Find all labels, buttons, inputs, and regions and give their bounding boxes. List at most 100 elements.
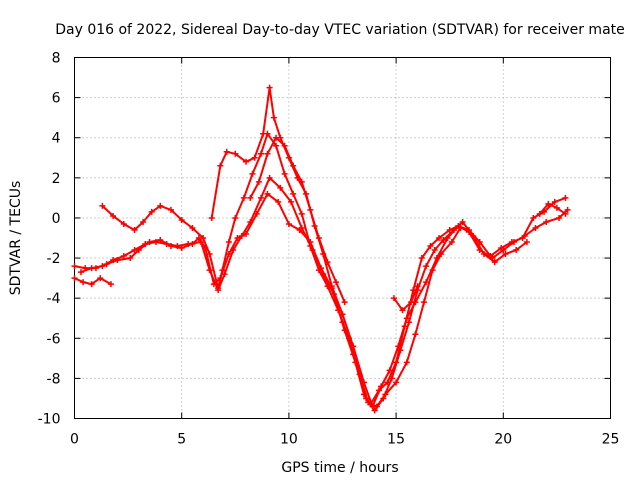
series-line <box>249 136 346 303</box>
data-point <box>120 220 127 227</box>
data-point <box>215 285 222 292</box>
data-point <box>536 210 543 217</box>
data-point <box>107 281 114 288</box>
axis-ticks <box>74 57 611 419</box>
data-point <box>350 343 357 350</box>
data-point <box>371 407 378 414</box>
data-point <box>217 162 224 169</box>
data-point <box>543 218 550 225</box>
data-point <box>427 243 434 250</box>
data-point <box>393 379 400 386</box>
data-point <box>157 202 164 209</box>
x-tick-label: 10 <box>280 432 298 448</box>
data-point <box>127 255 134 262</box>
data-point <box>197 239 204 246</box>
data-point <box>414 283 421 290</box>
data-point <box>140 218 147 225</box>
series-6 <box>247 134 348 306</box>
series-7 <box>390 283 421 314</box>
data-point <box>232 214 239 221</box>
data-point <box>208 214 215 221</box>
data-point <box>386 367 393 374</box>
data-point <box>556 214 563 221</box>
data-point <box>251 154 258 161</box>
y-tick-label: 8 <box>52 51 61 67</box>
data-point <box>71 275 78 282</box>
y-tick-label: 0 <box>52 211 61 227</box>
data-point <box>225 239 232 246</box>
data-point <box>273 134 280 141</box>
data-point <box>189 224 196 231</box>
data-point <box>88 265 95 272</box>
data-point <box>290 162 297 169</box>
data-point <box>206 267 213 274</box>
data-point <box>315 235 322 241</box>
data-point <box>513 247 520 254</box>
data-point <box>167 206 174 213</box>
data-point <box>200 235 207 241</box>
data-point <box>444 235 451 241</box>
series-4 <box>99 130 464 410</box>
data-point <box>433 255 440 262</box>
data-point <box>333 279 340 286</box>
data-point <box>440 237 447 244</box>
data-point <box>298 178 305 185</box>
data-point <box>390 295 397 302</box>
data-point <box>341 299 348 306</box>
data-point <box>459 218 466 225</box>
data-point <box>77 269 84 276</box>
data-point <box>97 275 104 282</box>
y-tick-label: -2 <box>47 251 61 267</box>
data-point <box>360 379 367 386</box>
data-point <box>491 259 498 266</box>
data-point <box>240 194 247 201</box>
data-point <box>324 259 331 266</box>
data-point <box>298 210 305 217</box>
data-point <box>307 243 314 250</box>
data-point <box>174 243 181 250</box>
data-point <box>266 84 273 91</box>
data-point <box>266 174 273 181</box>
data-point <box>275 198 282 205</box>
data-point <box>258 150 265 157</box>
series-line <box>80 176 528 412</box>
data-point <box>281 170 288 177</box>
data-point <box>448 239 455 246</box>
x-tick-label: 0 <box>70 432 79 448</box>
data-point <box>142 241 149 248</box>
data-point <box>230 247 237 254</box>
data-point <box>110 257 117 264</box>
data-point <box>369 403 376 410</box>
data-point <box>423 263 430 270</box>
data-point <box>247 218 254 225</box>
data-point <box>328 283 335 290</box>
data-point <box>178 216 185 223</box>
data-point <box>131 226 138 233</box>
data-point <box>281 142 288 149</box>
x-tick-label: 5 <box>177 432 186 448</box>
data-point <box>99 263 106 270</box>
tick-labels: 0 5 10 15 20 25 -10 -8 -6 -4 -2 0 2 4 6 8 <box>38 51 620 448</box>
data-point <box>238 232 245 239</box>
plot-frame <box>74 57 611 419</box>
y-tick-label: -10 <box>38 412 61 428</box>
data-point <box>71 263 78 270</box>
y-tick-label: -6 <box>47 331 61 347</box>
series-5 <box>208 84 569 410</box>
data-point <box>435 235 442 241</box>
data-point <box>243 158 250 165</box>
data-point <box>120 253 127 260</box>
data-point <box>562 194 569 201</box>
data-point <box>260 130 267 137</box>
data-point <box>423 279 430 286</box>
data-point <box>206 251 213 258</box>
data-point <box>382 391 389 398</box>
y-tick-label: 4 <box>52 131 61 147</box>
series-line <box>393 285 419 312</box>
data-point <box>508 239 515 246</box>
data-point <box>185 241 192 248</box>
data-point <box>519 235 526 241</box>
x-axis-label: GPS time / hours <box>281 460 398 476</box>
data-point <box>564 206 571 213</box>
